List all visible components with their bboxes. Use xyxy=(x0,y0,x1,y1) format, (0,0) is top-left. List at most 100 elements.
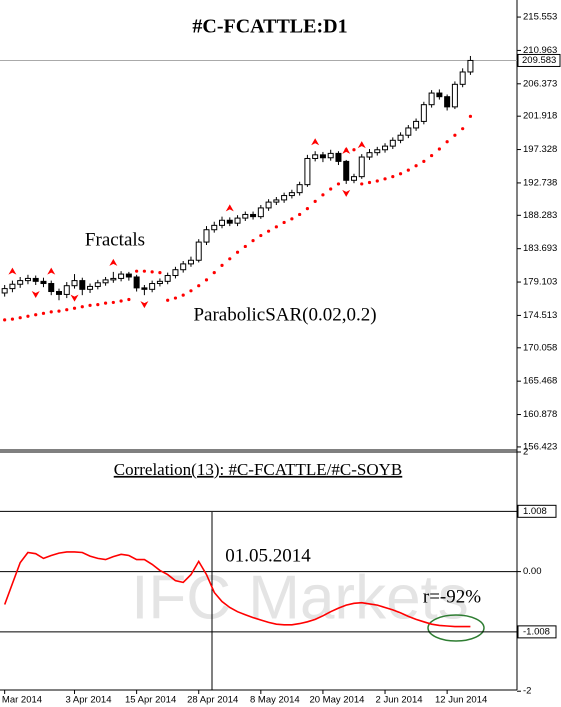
candle-body xyxy=(164,275,171,282)
y-tick-label: 165.468 xyxy=(523,376,557,387)
sar-dot xyxy=(329,187,333,191)
x-tick-label: 2 Jun 2014 xyxy=(376,695,423,706)
y-tick-label: 1.008 xyxy=(523,506,547,517)
y-tick-label: 210.963 xyxy=(523,45,557,56)
sar-dot xyxy=(26,314,30,318)
candle-body xyxy=(102,279,109,284)
y-tick-label: 215.553 xyxy=(523,12,557,23)
candle-body xyxy=(63,285,70,295)
candle-body xyxy=(118,273,125,279)
sar-dot xyxy=(72,306,77,310)
candle-body xyxy=(226,219,233,224)
candle-body xyxy=(343,160,350,181)
sar-dot xyxy=(298,212,302,217)
sar-dot xyxy=(259,233,263,238)
last-price-label: 209.583 xyxy=(522,55,556,66)
sar-dot xyxy=(228,257,232,261)
sar-dot xyxy=(406,168,410,172)
level-box xyxy=(517,504,557,518)
x-tick-label: 8 May 2014 xyxy=(250,695,300,706)
x-tick-label: 3 Apr 2014 xyxy=(66,695,112,706)
y-tick-label: 188.283 xyxy=(523,210,557,221)
candle-body xyxy=(133,276,140,289)
fractal-down xyxy=(70,294,79,302)
sar-dot xyxy=(80,305,84,309)
candle-body xyxy=(79,280,86,290)
sar-dot xyxy=(321,193,325,197)
sar-dot xyxy=(383,177,387,181)
x-tick-label: 20 May 2014 xyxy=(309,695,364,706)
correlation-title: Correlation(13): #C-FCATTLE/#C-SOYB xyxy=(114,460,403,479)
highlight-ellipse xyxy=(427,614,485,642)
fractal-up xyxy=(357,141,366,149)
candle-body xyxy=(312,154,319,159)
fractal-up xyxy=(8,267,17,275)
y-tick-label: 197.328 xyxy=(523,144,557,155)
sar-dot xyxy=(282,220,286,225)
candle-body xyxy=(32,277,39,282)
y-tick-label: -2 xyxy=(523,686,531,697)
candle-body xyxy=(156,280,163,285)
candle-body xyxy=(273,199,280,203)
fractal-down xyxy=(140,301,149,309)
sar-dot xyxy=(414,164,418,168)
candle-body xyxy=(335,152,342,162)
candle-body xyxy=(413,120,420,129)
candle-body xyxy=(451,83,458,108)
sar-dot xyxy=(336,182,341,186)
sar-dot xyxy=(290,217,294,221)
candle-body xyxy=(24,277,31,282)
sar-dot xyxy=(352,148,356,152)
sar-dot xyxy=(398,172,403,176)
y-tick-label: 0.00 xyxy=(523,566,542,577)
candle-body xyxy=(350,176,357,181)
candle-body xyxy=(40,280,47,285)
sar-dot xyxy=(430,153,434,158)
last-price-box xyxy=(517,53,561,67)
candle-body xyxy=(436,92,443,98)
sar-dot xyxy=(212,271,216,275)
sar-dot xyxy=(111,300,115,305)
sar-dot xyxy=(49,310,53,314)
sar-dot xyxy=(135,269,139,273)
candle-body xyxy=(125,273,132,278)
candle-body xyxy=(234,217,241,224)
watermark: IFC Markets xyxy=(131,563,469,632)
sar-dot xyxy=(367,180,372,185)
sar-dot xyxy=(266,229,271,233)
sar-dot xyxy=(18,316,22,320)
sar-dot xyxy=(422,159,426,163)
candle-body xyxy=(17,280,24,285)
x-tick-label: 15 Apr 2014 xyxy=(125,695,176,706)
sar-dot xyxy=(3,318,7,322)
fractals-label: Fractals xyxy=(85,229,145,250)
candle-body xyxy=(327,152,334,159)
candle-body xyxy=(149,283,156,290)
level-box xyxy=(517,625,557,639)
candle-body xyxy=(242,213,249,219)
x-tick-label: 12 Jun 2014 xyxy=(435,695,487,706)
fractal-down xyxy=(342,189,351,197)
sar-dot xyxy=(251,239,255,243)
fractal-up xyxy=(311,138,320,146)
fractal-up xyxy=(342,146,351,154)
candle-body xyxy=(1,288,8,294)
sar-dot xyxy=(437,147,441,151)
sar-dot xyxy=(453,133,457,137)
y-tick-label: 160.878 xyxy=(523,409,557,420)
candle-body xyxy=(366,152,373,158)
y-tick-label: 201.918 xyxy=(523,111,557,122)
sar-dot xyxy=(142,269,146,273)
chart-title: #C-FCATTLE:D1 xyxy=(192,16,347,38)
sar-dot xyxy=(166,298,170,302)
candle-body xyxy=(444,96,451,108)
date-annotation: 01.05.2014 xyxy=(225,545,311,566)
candle-body xyxy=(180,263,187,271)
candle-body xyxy=(459,71,466,85)
x-tick-label: Mar 2014 xyxy=(2,695,42,706)
sar-dot xyxy=(235,250,240,254)
candle-body xyxy=(382,145,389,151)
sar-dot xyxy=(445,140,449,144)
sar-dot xyxy=(10,317,15,321)
